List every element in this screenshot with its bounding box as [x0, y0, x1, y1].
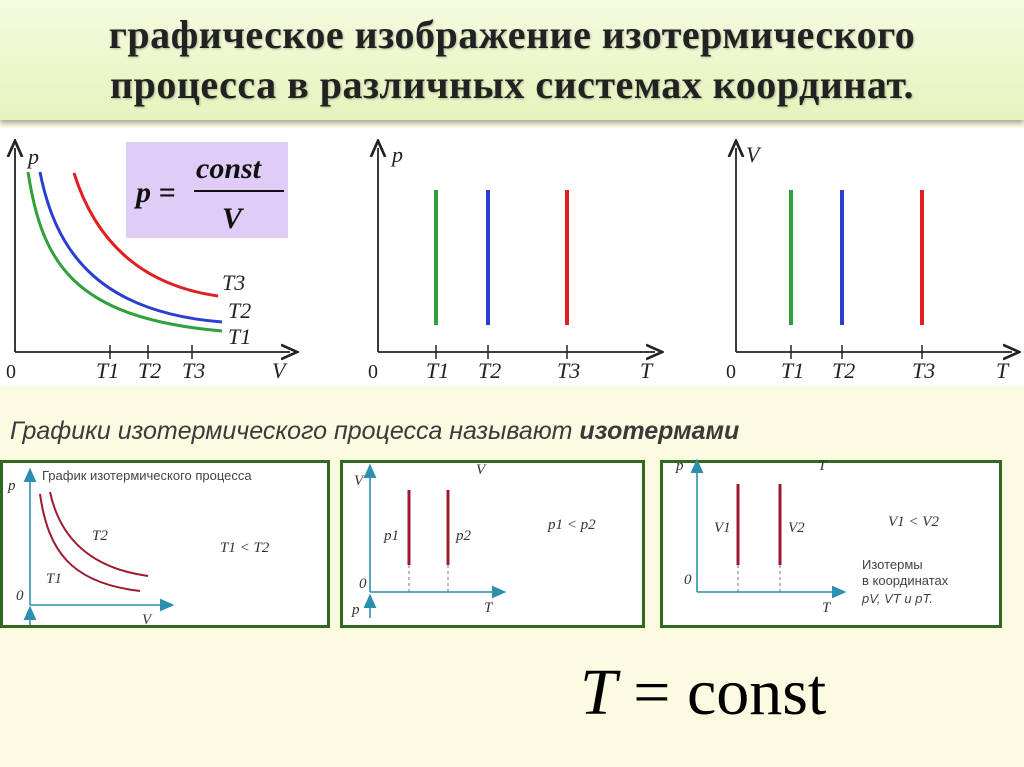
y-label: V: [746, 142, 762, 167]
tick-label-t1: T1: [426, 358, 449, 383]
formula-t: T: [580, 656, 617, 729]
tick-label-t1: T1: [781, 358, 804, 383]
curve-label-t2: T2: [228, 298, 251, 323]
curve-label-t2: T2: [92, 528, 108, 544]
formula-numerator: const: [196, 152, 263, 185]
graph-pt: p T T1 T2 T3 0: [368, 142, 655, 383]
origin-label: 0: [726, 361, 736, 383]
formula-eq: =: [616, 656, 687, 729]
origin-label: 0: [368, 361, 378, 383]
caption-bold: изотермами: [579, 417, 740, 445]
isotherm-t3: [72, 172, 219, 298]
caption: Графики изотермического процесса называю…: [10, 417, 739, 446]
x-label: T: [640, 358, 654, 383]
y-label: p: [675, 458, 684, 474]
panel-vt: [340, 460, 645, 628]
formula-denominator: V: [222, 202, 245, 235]
title-header: графическое изображение изотермического …: [0, 0, 1024, 120]
tick-label-t2: T2: [478, 358, 501, 383]
x-label: V: [272, 358, 288, 383]
tick-label-t1: T1: [96, 358, 119, 383]
formula-const: const: [686, 656, 827, 729]
curve-label-t3: T3: [222, 270, 245, 295]
curve-label-t1: T1: [228, 324, 251, 349]
panel-pt: [660, 460, 1002, 628]
note-line-3: pV, VT и pT.: [861, 591, 933, 606]
origin-label: 0: [6, 361, 16, 383]
line-label-p1: p1: [383, 528, 399, 544]
isotherm-t1: [39, 493, 141, 592]
tick-label-t3: T3: [182, 358, 205, 383]
line-label-p2: p2: [455, 528, 472, 544]
curve-label-t1: T1: [46, 571, 62, 587]
x-label: T: [484, 600, 494, 616]
tick-label-t3: T3: [557, 358, 580, 383]
x-label: V: [142, 612, 153, 628]
tick-label-t3: T3: [912, 358, 935, 383]
panel1-title: График изотермического процесса: [42, 468, 252, 483]
panel3-graph: p T T 0 V1 V2 V1 < V2 Изотермы в координ…: [675, 458, 949, 616]
panel2-graph: V V T 0 p p1 p2 p1 < p2: [351, 462, 596, 618]
title-line-2: процесса в различных системах координат.: [110, 62, 914, 107]
note-line-1: Изотермы: [862, 557, 923, 572]
y-label: p: [7, 478, 16, 494]
isotherm-t2: [49, 491, 149, 577]
isothermal-formula: T = const: [580, 655, 826, 731]
y-label: p: [390, 142, 403, 167]
title-line-1: графическое изображение изотермического: [108, 12, 916, 57]
caption-text: Графики изотермического процесса называю…: [10, 417, 580, 445]
isotherm-t2: [38, 171, 223, 324]
formula-box: p = const V: [126, 142, 288, 238]
tick-label-t2: T2: [832, 358, 855, 383]
y-label: p: [26, 144, 39, 169]
origin-label: 0: [16, 588, 24, 604]
top-label: V: [476, 462, 487, 478]
note-line-2: в координатах: [862, 573, 949, 588]
bottom-label: p: [351, 602, 360, 618]
line-label-v1: V1: [714, 520, 731, 536]
relation: p1 < p2: [547, 517, 596, 533]
y-label: V: [354, 473, 365, 489]
line-label-v2: V2: [788, 520, 805, 536]
relation: T1 < T2: [220, 540, 270, 556]
relation: V1 < V2: [888, 514, 939, 530]
tick-label-t2: T2: [138, 358, 161, 383]
origin-label: 0: [359, 576, 367, 592]
graph-vt: V T T1 T2 T3 0: [726, 142, 1012, 383]
isotherm-t1: [26, 171, 223, 333]
top-label: T: [818, 458, 828, 474]
panel1-graph: График изотермического процесса p V 0 T2…: [7, 467, 270, 628]
x-label: T: [996, 358, 1010, 383]
formula-lhs: p =: [133, 176, 176, 209]
x-label: T: [822, 600, 832, 616]
origin-label: 0: [684, 572, 692, 588]
graph-pv: p V T3 T2 T1 T1 T2 T3 0: [6, 144, 290, 383]
